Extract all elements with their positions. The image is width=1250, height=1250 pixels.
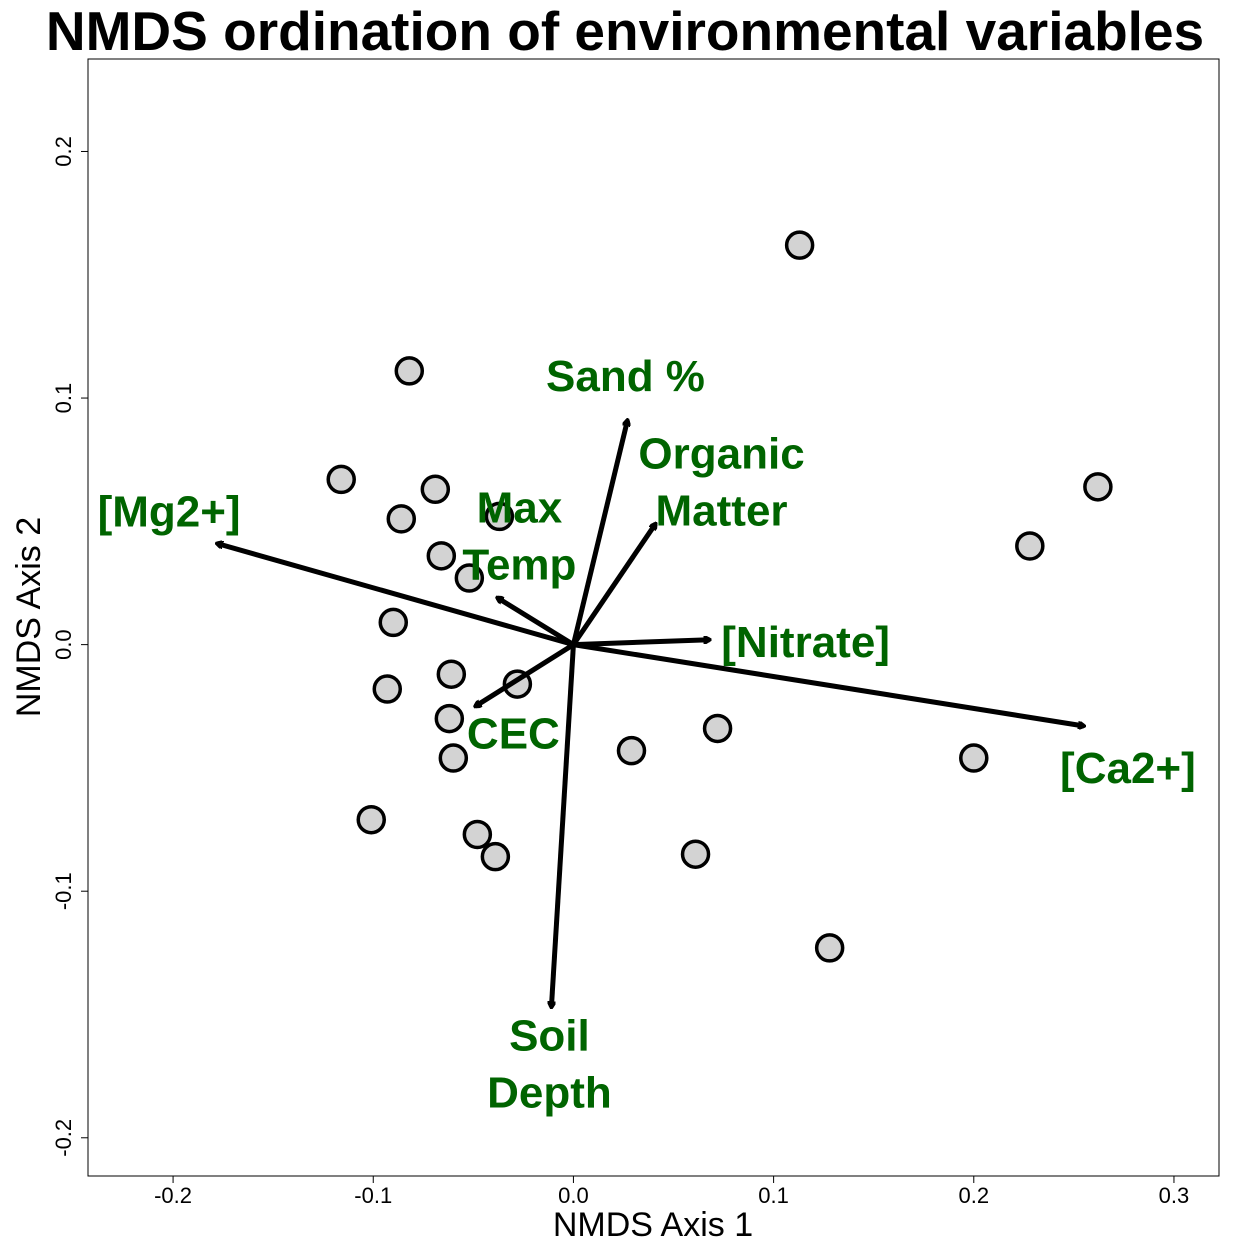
site-point: [394, 356, 425, 386]
vector-arrow-nitrate: [573, 640, 709, 648]
chart-title: NMDS ordination of environmental variabl…: [45, 0, 1205, 62]
site-point: [378, 607, 409, 638]
vector-arrow-mg: [217, 544, 575, 648]
vector-label-sand: Sand %: [546, 352, 705, 401]
x-tick-label: 0.1: [758, 1183, 789, 1208]
vector-label-maxtemp: Max Temp: [462, 484, 576, 590]
vector-label-cec: CEC: [467, 709, 560, 758]
vector-label-line: Matter: [656, 486, 788, 535]
y-tick-label: 0.2: [51, 136, 76, 167]
x-axis: -0.2 -0.1 0.0 0.1 0.2 0.3: [154, 1176, 1189, 1208]
x-axis-title: NMDS Axis 1: [553, 1206, 753, 1244]
site-point: [959, 743, 989, 773]
y-axis: -0.2 -0.1 0.0 0.1 0.2: [51, 136, 88, 1157]
vector-arrow-maxtemp: [497, 595, 575, 647]
vector-label-line: [Mg2+]: [98, 487, 241, 536]
site-point: [438, 743, 469, 773]
site-point: [680, 839, 711, 869]
x-tick-label: 0.2: [958, 1183, 989, 1208]
y-axis-title: NMDS Axis 2: [10, 517, 48, 717]
vector-label-line: Organic: [638, 429, 804, 478]
site-point: [434, 703, 465, 734]
site-point: [356, 804, 387, 835]
vector-arrow-ca: [573, 642, 1083, 726]
site-point: [484, 501, 515, 532]
site-point: [420, 474, 451, 505]
site-point: [454, 563, 485, 593]
site-point: [436, 659, 467, 689]
site-points: [326, 230, 1113, 963]
site-point: [1015, 531, 1045, 561]
vector-label-mg: [Mg2+]: [98, 487, 241, 536]
site-point: [386, 504, 417, 534]
site-point: [702, 713, 733, 744]
x-tick-label: -0.2: [154, 1183, 192, 1208]
y-tick-label: 0.1: [51, 383, 76, 414]
site-point: [426, 541, 457, 571]
vector-labels: [Mg2+] Sand % Organic Matter Max Temp [Nitrate…: [98, 352, 1196, 1117]
vector-label-line: Depth: [487, 1068, 612, 1117]
site-point: [480, 841, 511, 872]
site-point: [372, 674, 403, 704]
x-tick-label: -0.1: [354, 1183, 392, 1208]
site-point: [326, 464, 356, 495]
x-tick-label: 0.0: [558, 1183, 589, 1208]
vector-label-organic: Organic Matter: [638, 429, 804, 535]
vector-label-nitrate: [Nitrate]: [721, 618, 890, 667]
vector-arrow-soildepth: [551, 644, 576, 1007]
site-point: [814, 933, 845, 963]
y-tick-label: 0.0: [51, 629, 76, 660]
site-point: [616, 735, 647, 766]
site-point: [1083, 472, 1113, 502]
vector-label-line: [Ca2+]: [1060, 744, 1196, 793]
vector-arrow-cec: [475, 642, 575, 707]
vector-label-soildepth: Soil Depth: [487, 1011, 612, 1117]
x-tick-label: 0.3: [1159, 1183, 1190, 1208]
vector-label-line: CEC: [467, 709, 560, 758]
vector-label-line: Max: [477, 484, 563, 533]
environmental-vectors: [217, 420, 1084, 1007]
vector-label-ca: [Ca2+]: [1060, 744, 1196, 793]
vector-label-line: [Nitrate]: [721, 618, 890, 667]
y-tick-label: -0.2: [51, 1119, 76, 1157]
vector-label-line: Sand %: [546, 352, 705, 401]
plot-frame: [87, 58, 1220, 1177]
vector-label-line: Temp: [462, 541, 576, 590]
vector-arrow-sand: [570, 420, 627, 646]
vector-label-line: Soil: [509, 1011, 590, 1060]
site-point: [784, 230, 815, 260]
y-tick-label: -0.1: [51, 872, 76, 910]
vector-arrow-organic: [571, 524, 655, 647]
site-point: [462, 819, 493, 850]
